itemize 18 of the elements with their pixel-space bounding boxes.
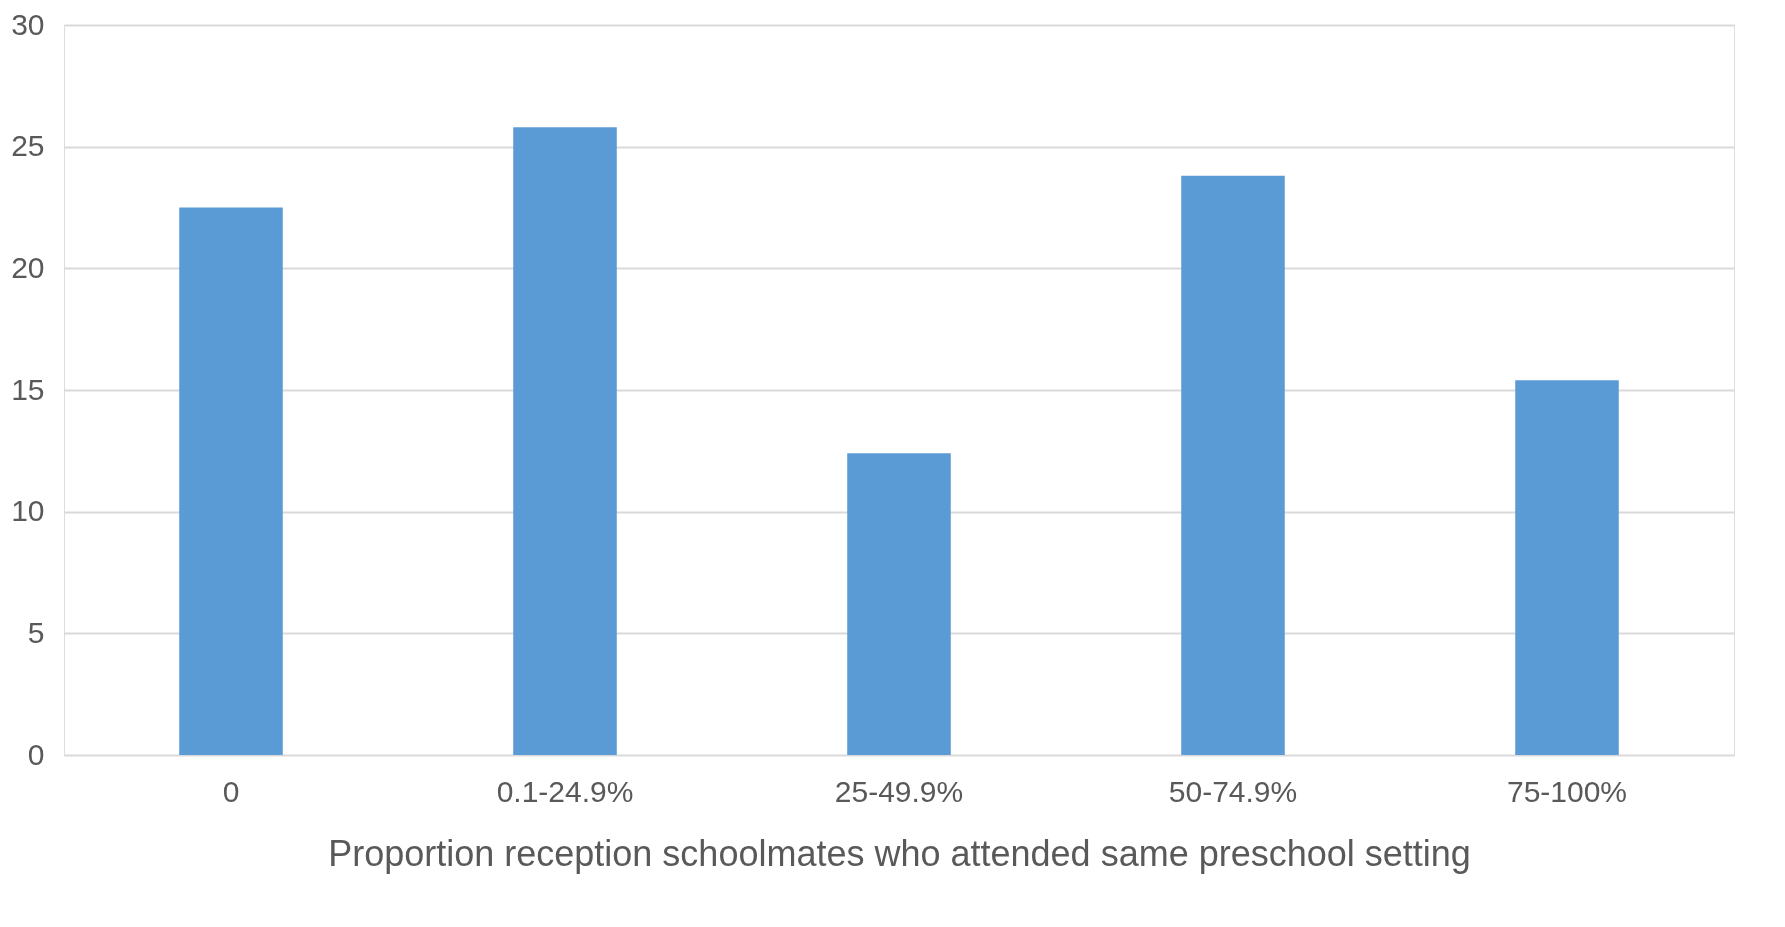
y-tick-label: 20	[11, 250, 45, 284]
x-tick-label: 75-100%	[1506, 774, 1628, 808]
y-tick-label: 0	[27, 737, 45, 771]
bar	[847, 453, 951, 755]
x-axis-title: Proportion reception schoolmates who attended same preschool setting	[328, 832, 1471, 874]
y-tick-label: 15	[11, 372, 45, 406]
y-tick-label: 5	[27, 615, 45, 649]
bar	[1181, 175, 1285, 755]
y-tick-label: 30	[11, 7, 45, 41]
x-tick-label: 50-74.9%	[1168, 774, 1298, 808]
bar	[179, 207, 283, 755]
bar	[1515, 380, 1619, 755]
bar	[513, 127, 617, 755]
x-tick-label: 0	[222, 774, 240, 808]
y-tick-label: 25	[11, 129, 45, 163]
x-tick-label: 0.1-24.9%	[496, 774, 634, 808]
y-tick-label: 10	[11, 494, 45, 528]
x-tick-label: 25-49.9%	[834, 774, 964, 808]
